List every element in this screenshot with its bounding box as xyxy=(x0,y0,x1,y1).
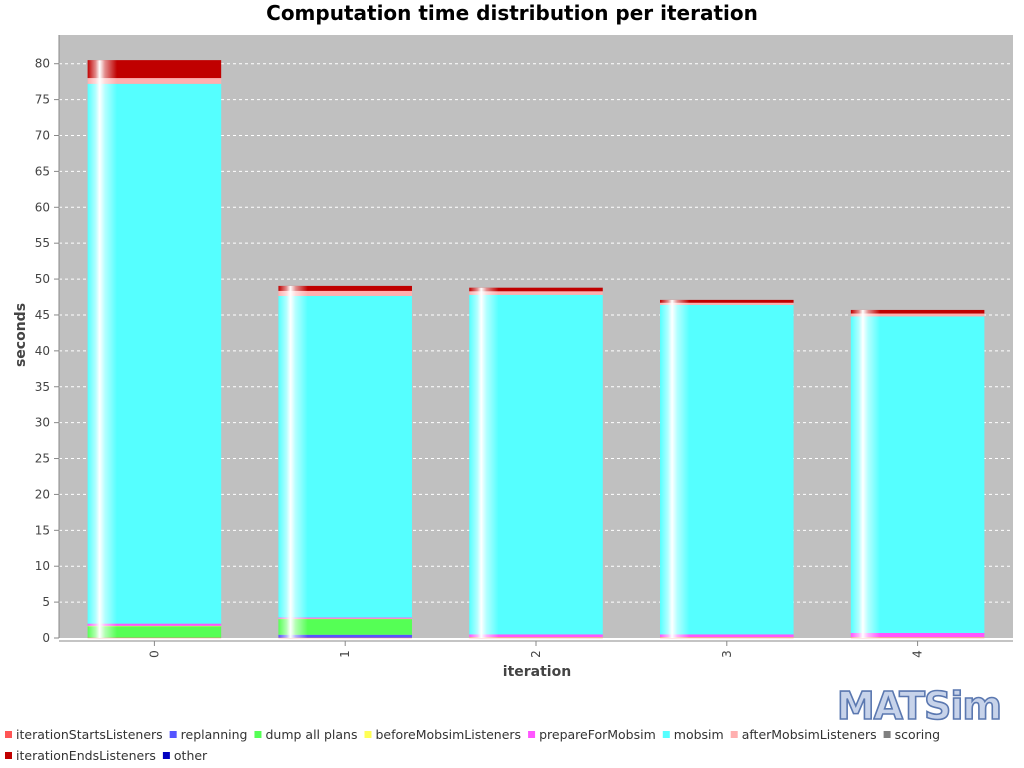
legend-swatch xyxy=(162,752,170,759)
x-tick-label: 4 xyxy=(911,650,925,658)
y-tick-label: 20 xyxy=(35,487,50,501)
legend-swatch xyxy=(730,731,738,738)
x-tick-label: 2 xyxy=(529,650,543,658)
legend-label: afterMobsimListeners xyxy=(742,727,877,742)
bar-highlight xyxy=(278,285,412,638)
legend-label: mobsim xyxy=(674,727,724,742)
legend-swatch xyxy=(5,752,12,759)
x-tick-label: 3 xyxy=(720,650,734,658)
y-tick-labels: 0 5 10 15 20 25 30 35 40 45 50 55 60 65 70 75 80 xyxy=(35,57,50,645)
bar-highlight xyxy=(87,60,222,638)
x-axis-title: iteration xyxy=(503,664,571,680)
bars xyxy=(87,60,985,639)
y-tick-label: 30 xyxy=(35,416,50,430)
logo-text: MATSim xyxy=(837,684,1001,728)
legend-label: iterationEndsListeners xyxy=(16,748,156,763)
x-tick-labels: 0 1 2 3 4 xyxy=(147,650,924,658)
legend-swatch xyxy=(5,731,12,738)
y-tick-label: 50 xyxy=(35,272,50,286)
y-tick-label: 70 xyxy=(35,129,50,143)
y-axis-title: seconds xyxy=(13,303,29,367)
y-tick-label: 45 xyxy=(35,308,50,322)
matsim-logo: MATSim xyxy=(836,683,1003,729)
x-tick-label: 1 xyxy=(338,650,352,658)
bar-highlight xyxy=(660,299,794,638)
legend-label: scoring xyxy=(895,727,941,742)
y-tick-label: 65 xyxy=(35,164,50,178)
legend-label: dump all plans xyxy=(265,727,357,742)
y-tick-label: 25 xyxy=(35,452,50,466)
y-tick-label: 60 xyxy=(35,200,50,214)
legend: iterationStartsListeners replanning dump a… xyxy=(5,727,940,763)
axes xyxy=(54,35,1013,646)
y-tick-label: 40 xyxy=(35,344,50,358)
legend-label: replanning xyxy=(181,727,248,742)
legend-label: other xyxy=(174,748,208,763)
legend-swatch xyxy=(364,731,372,738)
bar-highlight xyxy=(469,287,603,638)
legend-swatch xyxy=(254,731,262,738)
y-tick-label: 35 xyxy=(35,380,50,394)
legend-swatch xyxy=(169,731,177,738)
bar-highlight xyxy=(850,309,985,638)
legend-swatch xyxy=(883,731,891,738)
y-tick-label: 75 xyxy=(35,93,50,107)
y-tick-label: 15 xyxy=(35,523,50,537)
legend-label: beforeMobsimListeners xyxy=(376,727,522,742)
y-tick-label: 80 xyxy=(35,57,50,71)
x-tick-label: 0 xyxy=(147,650,161,658)
y-tick-label: 55 xyxy=(35,236,50,250)
y-tick-label: 5 xyxy=(42,595,50,609)
chart-title: Computation time distribution per iterat… xyxy=(266,1,758,25)
legend-label: prepareForMobsim xyxy=(539,727,656,742)
legend-label: iterationStartsListeners xyxy=(16,727,163,742)
legend-swatch xyxy=(662,731,670,738)
y-tick-label: 0 xyxy=(42,631,50,645)
legend-swatch xyxy=(528,731,536,738)
y-tick-label: 10 xyxy=(35,559,50,573)
